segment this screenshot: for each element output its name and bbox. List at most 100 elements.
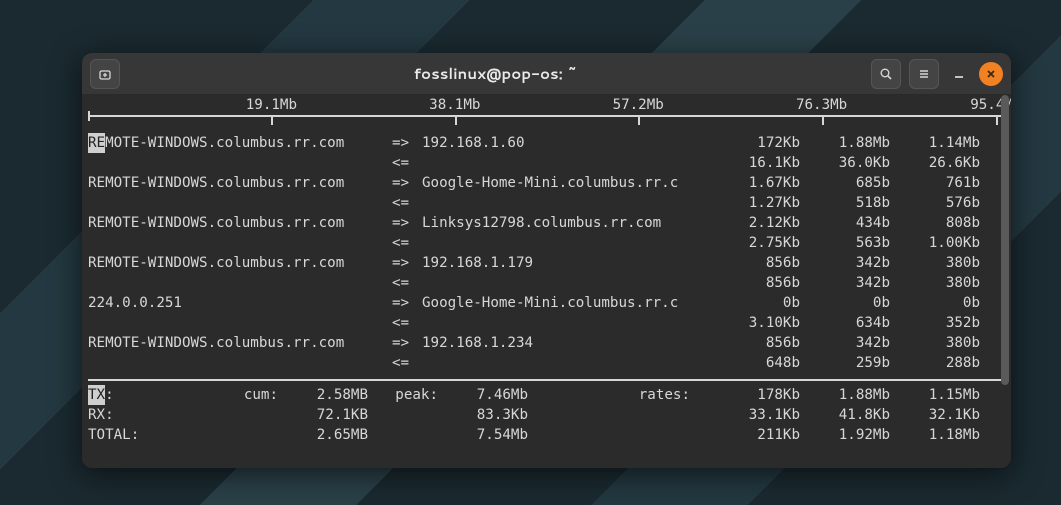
rate-value: 2.12Kb: [710, 213, 800, 233]
dest-host: 192.168.1.60: [422, 133, 710, 153]
rate-value: 648b: [710, 353, 800, 373]
connection-row-tx: REMOTE-WINDOWS.columbus.rr.com=>192.168.…: [88, 333, 1005, 353]
cum-value: 72.1KB: [278, 405, 368, 425]
rate-value: 856b: [710, 273, 800, 293]
new-tab-button[interactable]: [90, 59, 120, 89]
search-button[interactable]: [871, 59, 901, 89]
cum-label: cum:: [218, 385, 278, 405]
rate-value: 1.67Kb: [710, 173, 800, 193]
rate-value: 178Kb: [710, 385, 800, 405]
rate-value: 808b: [890, 213, 980, 233]
highlight: RE: [88, 133, 105, 153]
arrow-in: <=: [392, 233, 422, 253]
peak-label: peak:: [368, 385, 438, 405]
rate-value: 0b: [800, 293, 890, 313]
rates-label: rates:: [528, 385, 710, 405]
source-host: REMOTE-WINDOWS.columbus.rr.com: [88, 133, 392, 153]
minimize-icon: [952, 67, 966, 81]
scale-label: 57.2Mb: [613, 95, 664, 115]
summary-label: RX:: [88, 405, 218, 425]
close-button[interactable]: [979, 62, 1003, 86]
rate-value: 380b: [890, 273, 980, 293]
peak-value: 83.3Kb: [438, 405, 528, 425]
summary-label: TX:: [88, 385, 218, 405]
rate-value: 288b: [890, 353, 980, 373]
rate-value: 634b: [800, 313, 890, 333]
source-host: REMOTE-WINDOWS.columbus.rr.com: [88, 173, 392, 193]
arrow-in: <=: [392, 353, 422, 373]
connection-row-rx: <= 648b259b288b: [88, 353, 1005, 373]
connection-row-rx: <=16.1Kb36.0Kb26.6Kb: [88, 153, 1005, 173]
arrow-out: =>: [392, 213, 422, 233]
rate-value: 352b: [890, 313, 980, 333]
rate-value: 576b: [890, 193, 980, 213]
arrow-out: =>: [392, 333, 422, 353]
arrow-out: =>: [392, 173, 422, 193]
arrow-out: =>: [392, 133, 422, 153]
new-tab-icon: [98, 67, 112, 81]
peak-value: 7.46Mb: [438, 385, 528, 405]
source-host: REMOTE-WINDOWS.columbus.rr.com: [88, 253, 392, 273]
connection-row-tx: 224.0.0.251=>Google-Home-Mini.columbus.r…: [88, 293, 1005, 313]
rate-value: 1.88Mb: [800, 385, 890, 405]
cum-label: [218, 405, 278, 425]
rate-value: 563b: [800, 233, 890, 253]
scrollbar[interactable]: [1001, 95, 1009, 468]
rates-label: [528, 405, 710, 425]
connection-row-tx: REMOTE-WINDOWS.columbus.rr.com=>Linksys1…: [88, 213, 1005, 233]
menu-button[interactable]: [909, 59, 939, 89]
rate-value: 259b: [800, 353, 890, 373]
rate-value: 32.1Kb: [890, 405, 980, 425]
dest-host: Linksys12798.columbus.rr.com: [422, 213, 710, 233]
rate-value: 0b: [890, 293, 980, 313]
bandwidth-scale-labels: 19.1Mb38.1Mb57.2Mb76.3Mb95.4Mb: [88, 95, 1005, 115]
rate-value: 211Kb: [710, 425, 800, 445]
rate-value: 0b: [710, 293, 800, 313]
rate-value: 685b: [800, 173, 890, 193]
rate-value: 1.15Mb: [890, 385, 980, 405]
rate-value: 16.1Kb: [710, 153, 800, 173]
rate-value: 342b: [800, 253, 890, 273]
connection-row-tx: REMOTE-WINDOWS.columbus.rr.com=>192.168.…: [88, 133, 1005, 153]
rate-value: 856b: [710, 333, 800, 353]
rate-value: 1.92Mb: [800, 425, 890, 445]
summary-row: TOTAL:2.65MB7.54Mb211Kb1.92Mb1.18Mb: [88, 425, 1005, 445]
hamburger-icon: [917, 67, 931, 81]
terminal-body[interactable]: 19.1Mb38.1Mb57.2Mb76.3Mb95.4Mb REMOTE-WI…: [82, 95, 1011, 468]
minimize-button[interactable]: [947, 62, 971, 86]
connection-row-rx: <=2.75Kb563b1.00Kb: [88, 233, 1005, 253]
peak-label: [368, 405, 438, 425]
arrow-in: <=: [392, 153, 422, 173]
source-host: REMOTE-WINDOWS.columbus.rr.com: [88, 333, 392, 353]
connection-row-tx: REMOTE-WINDOWS.columbus.rr.com=>192.168.…: [88, 253, 1005, 273]
rate-value: 2.75Kb: [710, 233, 800, 253]
dest-host: Google-Home-Mini.columbus.rr.c: [422, 173, 710, 193]
summary-divider: [88, 379, 1005, 381]
rate-value: 1.27Kb: [710, 193, 800, 213]
scale-label: 19.1Mb: [246, 95, 297, 115]
rate-value: 856b: [710, 253, 800, 273]
dest-host: Google-Home-Mini.columbus.rr.c: [422, 293, 710, 313]
dest-host: 192.168.1.179: [422, 253, 710, 273]
summary-section: TX:cum:2.58MBpeak:7.46Mbrates:178Kb1.88M…: [88, 385, 1005, 445]
rate-value: 1.88Mb: [800, 133, 890, 153]
cum-value: 2.58MB: [278, 385, 368, 405]
search-icon: [879, 67, 893, 81]
connection-row-rx: <=856b342b380b: [88, 273, 1005, 293]
rate-value: 1.14Mb: [890, 133, 980, 153]
rate-value: 172Kb: [710, 133, 800, 153]
arrow-out: =>: [392, 253, 422, 273]
peak-value: 7.54Mb: [438, 425, 528, 445]
window-titlebar: fosslinux@pop-os: ~: [82, 53, 1011, 95]
peak-label: [368, 425, 438, 445]
rate-value: 1.18Mb: [890, 425, 980, 445]
source-host: 224.0.0.251: [88, 293, 392, 313]
dest-host: 192.168.1.234: [422, 333, 710, 353]
summary-label: TOTAL:: [88, 425, 218, 445]
rate-value: 380b: [890, 253, 980, 273]
rate-value: 380b: [890, 333, 980, 353]
desktop-background: fosslinux@pop-os: ~: [0, 0, 1061, 505]
scrollbar-thumb[interactable]: [1001, 95, 1009, 385]
rate-value: 761b: [890, 173, 980, 193]
summary-row: RX:72.1KB83.3Kb33.1Kb41.8Kb32.1Kb: [88, 405, 1005, 425]
